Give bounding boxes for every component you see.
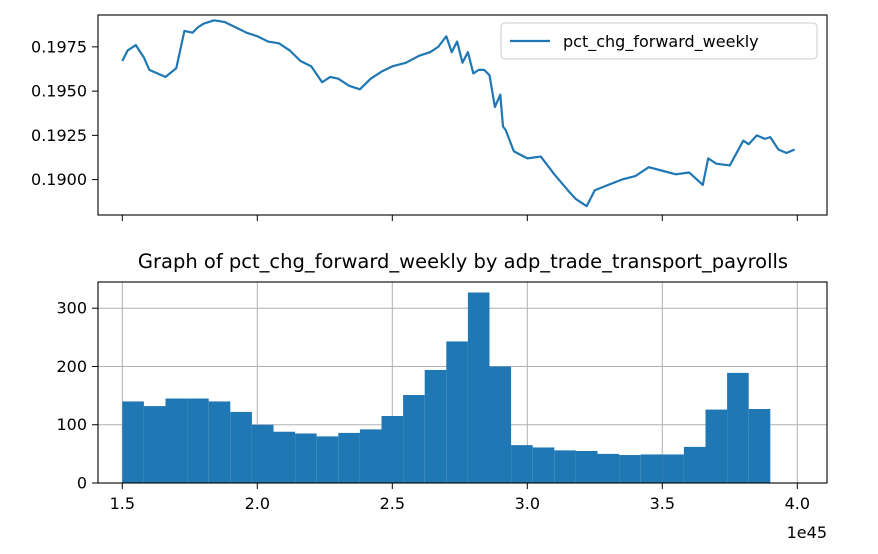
histogram-xtick-label: 3.5 <box>650 494 675 513</box>
histogram-bar <box>727 372 749 483</box>
legend: pct_chg_forward_weekly <box>500 22 818 60</box>
histogram-ytick-label: 100 <box>56 415 87 434</box>
line-chart: 0.1900 0.1925 0.1950 0.1975 pct_chg_forward… <box>31 14 828 221</box>
line-chart-axes-frame <box>97 14 828 216</box>
line-chart-ytick-label: 0.1950 <box>31 82 87 101</box>
histogram-bar <box>208 401 231 483</box>
line-chart-yticks: 0.1900 0.1925 0.1950 0.1975 <box>31 37 98 189</box>
legend-label-pct-chg-forward-weekly: pct_chg_forward_weekly <box>563 32 759 52</box>
line-chart-ytick-label: 0.1975 <box>31 37 87 56</box>
series-line-pct-chg-forward-weekly <box>121 19 796 208</box>
line-chart-xticks <box>121 215 798 221</box>
histogram-xtick-label: 2.5 <box>380 494 405 513</box>
histogram-bar <box>575 450 598 483</box>
histogram-bars <box>122 292 771 483</box>
histogram-bar <box>532 447 555 483</box>
line-chart-ytick-label: 0.1900 <box>31 170 87 189</box>
histogram-bar <box>338 432 360 483</box>
histogram-xtick-label: 4.0 <box>785 494 810 513</box>
histogram-bar <box>273 431 296 483</box>
histogram-ytick-label: 300 <box>56 299 87 318</box>
histogram-xticks: 1.5 2.0 2.5 3.0 3.5 4.0 <box>110 483 810 513</box>
histogram-bar <box>359 429 382 483</box>
histogram-bar <box>683 446 706 483</box>
histogram-bar <box>230 411 252 483</box>
histogram-bar <box>597 453 620 483</box>
histogram-bar <box>295 433 317 483</box>
histogram-bar <box>748 409 771 483</box>
histogram-bar <box>554 450 576 483</box>
histogram-bar <box>640 454 663 483</box>
histogram-bar <box>619 455 641 483</box>
histogram-bar <box>662 454 684 483</box>
histogram-chart: Graph of pct_chg_forward_weekly by adp_t… <box>56 250 828 542</box>
histogram-xtick-label: 2.0 <box>245 494 270 513</box>
histogram-bar <box>446 341 468 483</box>
histogram-ytick-label: 200 <box>56 357 87 376</box>
histogram-xtick-label: 1.5 <box>110 494 135 513</box>
histogram-bar <box>511 445 533 483</box>
histogram-bar <box>187 398 209 483</box>
line-chart-ytick-label: 0.1925 <box>31 126 87 145</box>
histogram-bar <box>403 395 425 483</box>
legend-box <box>500 22 818 60</box>
histogram-bar <box>705 409 728 483</box>
histogram-ytick-label: 0 <box>77 474 87 493</box>
histogram-title: Graph of pct_chg_forward_weekly by adp_t… <box>138 250 788 273</box>
histogram-bar <box>424 369 447 483</box>
histogram-axes-frame <box>97 281 828 484</box>
histogram-bar <box>381 416 404 483</box>
histogram-bar <box>467 292 490 483</box>
histogram-bar <box>122 401 144 483</box>
histogram-bar <box>251 424 274 483</box>
histogram-bar <box>143 406 166 483</box>
histogram-bar <box>165 398 188 483</box>
histogram-bar <box>316 436 339 483</box>
histogram-bar <box>489 366 512 483</box>
histogram-xtick-label: 3.0 <box>515 494 540 513</box>
histogram-yticks: 0 100 200 300 <box>56 299 98 493</box>
x-axis-offset-label: 1e45 <box>787 523 827 542</box>
